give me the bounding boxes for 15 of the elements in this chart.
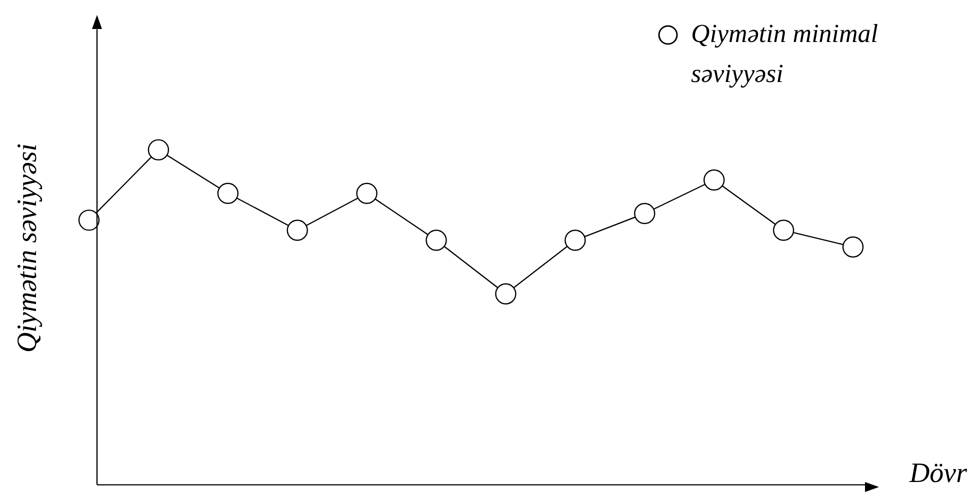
- x-axis-title: Dövr: [909, 458, 967, 490]
- point: [842, 236, 864, 258]
- point: [772, 220, 794, 241]
- point: [356, 182, 378, 204]
- point: [495, 283, 516, 304]
- point: [148, 139, 170, 160]
- point: [78, 210, 100, 231]
- point: [286, 220, 308, 241]
- point: [217, 182, 239, 204]
- point: [703, 169, 725, 191]
- legend-label: Qiymətin minimal səviyyəsi: [691, 18, 880, 90]
- point: [564, 230, 586, 251]
- point: [426, 230, 447, 251]
- y-axis-title: Qiymətin səviyyəsi: [12, 143, 44, 353]
- point: [634, 202, 656, 224]
